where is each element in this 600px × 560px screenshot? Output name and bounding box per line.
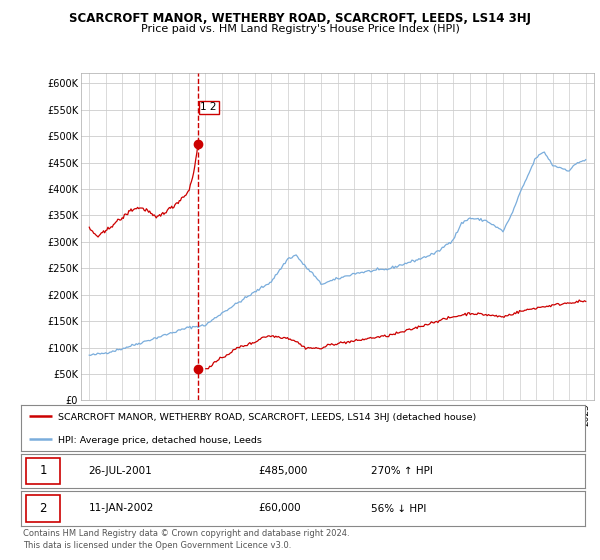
Text: SCARCROFT MANOR, WETHERBY ROAD, SCARCROFT, LEEDS, LS14 3HJ: SCARCROFT MANOR, WETHERBY ROAD, SCARCROF… (69, 12, 531, 25)
Text: 26-JUL-2001: 26-JUL-2001 (89, 466, 152, 476)
Text: £485,000: £485,000 (258, 466, 307, 476)
Text: 1 2: 1 2 (200, 102, 217, 112)
Bar (26, 495, 61, 522)
Text: SCARCROFT MANOR, WETHERBY ROAD, SCARCROFT, LEEDS, LS14 3HJ (detached house): SCARCROFT MANOR, WETHERBY ROAD, SCARCROF… (58, 413, 476, 422)
Text: £60,000: £60,000 (258, 503, 301, 514)
Text: HPI: Average price, detached house, Leeds: HPI: Average price, detached house, Leed… (58, 436, 262, 445)
Text: Contains HM Land Registry data © Crown copyright and database right 2024.: Contains HM Land Registry data © Crown c… (23, 529, 349, 538)
Text: Price paid vs. HM Land Registry's House Price Index (HPI): Price paid vs. HM Land Registry's House … (140, 24, 460, 34)
Text: 11-JAN-2002: 11-JAN-2002 (89, 503, 154, 514)
Text: 1: 1 (39, 464, 47, 478)
Text: 56% ↓ HPI: 56% ↓ HPI (371, 503, 426, 514)
Text: 2: 2 (39, 502, 47, 515)
Bar (26, 458, 61, 484)
Text: 270% ↑ HPI: 270% ↑ HPI (371, 466, 433, 476)
Text: This data is licensed under the Open Government Licence v3.0.: This data is licensed under the Open Gov… (23, 541, 291, 550)
